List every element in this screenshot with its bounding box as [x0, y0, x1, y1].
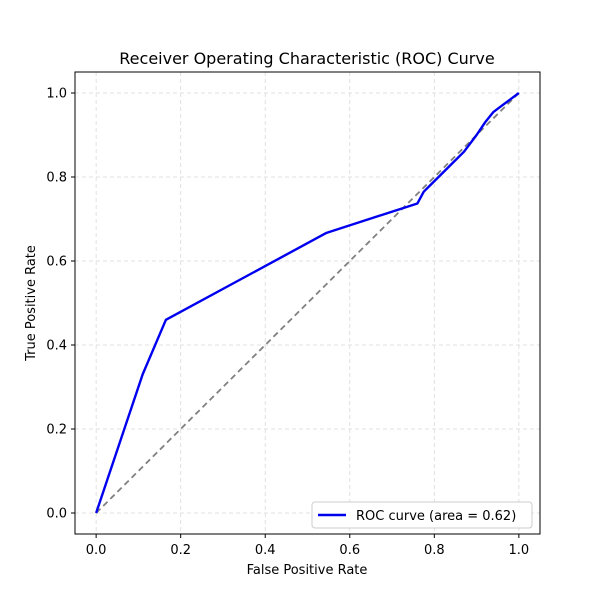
y-axis-label: True Positive Rate: [24, 245, 39, 362]
chart-title: Receiver Operating Characteristic (ROC) …: [119, 49, 494, 68]
x-axis-label: False Positive Rate: [247, 563, 368, 578]
x-tick-label: 1.0: [509, 543, 530, 558]
x-tick-label: 0.8: [424, 543, 445, 558]
plot-frame: [74, 71, 541, 535]
x-tick-label: 0.0: [86, 543, 107, 558]
x-tick-label: 0.6: [339, 543, 360, 558]
legend-label: ROC curve (area = 0.62): [356, 509, 516, 524]
y-tick-label: 0.4: [46, 339, 67, 354]
x-tick-label: 0.4: [255, 543, 276, 558]
y-tick-label: 0.0: [46, 507, 67, 522]
axis-ticks: 0.0 0.2 0.4 0.6 0.8 1.0 0.0 0.2 0.4 0.6 0.8 1.0: [46, 87, 529, 559]
y-tick-label: 0.6: [46, 255, 67, 270]
y-tick-label: 0.2: [46, 423, 67, 438]
series-lines: [95, 92, 520, 514]
legend-box: [311, 501, 533, 529]
y-tick-label: 1.0: [46, 87, 67, 102]
roc-curve-line: [95, 92, 520, 514]
grid-lines: [75, 72, 540, 534]
chance-diagonal-line: [95, 92, 520, 514]
x-tick-label: 0.2: [170, 543, 191, 558]
legend: ROC curve (area = 0.62): [311, 501, 533, 529]
y-tick-label: 0.8: [46, 171, 67, 186]
